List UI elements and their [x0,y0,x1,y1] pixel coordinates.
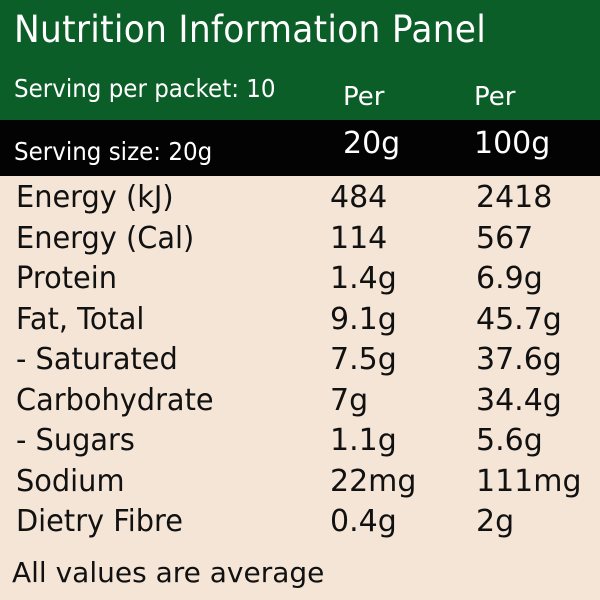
nutrient-name: Protein [16,261,117,296]
per-serving-value: 114 [330,220,388,256]
per-serving-value: 22mg [330,463,417,499]
nutrient-table: Energy (kJ) 484 2418 Energy (Cal) 114 56… [0,178,600,543]
panel-header: Nutrition Information Panel Serving per … [0,0,600,120]
column-header-per-100g-bottom: 100g [474,126,551,161]
serving-size-bar: Serving size: 20g 20g 100g [0,120,600,176]
column-header-per-serving-top: Per [343,82,385,112]
per-100g-value: 5.6g [476,423,543,458]
nutrient-name: Sodium [16,463,125,499]
panel-title: Nutrition Information Panel [14,8,487,51]
nutrient-name: Carbohydrate [16,382,214,418]
per-100g-value: 34.4g [476,382,562,418]
per-serving-value: 7g [330,382,369,418]
nutrient-name: Energy (Cal) [16,220,195,256]
per-100g-value: 567 [476,220,534,256]
table-row: - Saturated 7.5g 37.6g [0,340,600,381]
serving-size: Serving size: 20g [14,137,213,166]
per-serving-value: 7.5g [330,342,397,377]
per-100g-value: 2418 [476,180,553,215]
footer-note: All values are average [12,556,325,589]
nutrient-name: Fat, Total [16,301,145,337]
table-row: Fat, Total 9.1g 45.7g [0,300,600,341]
per-100g-value: 37.6g [476,342,562,377]
per-serving-value: 1.4g [330,261,397,296]
per-100g-value: 2g [476,504,515,539]
per-serving-value: 1.1g [330,423,397,458]
per-serving-value: 0.4g [330,504,397,539]
nutrient-name: Energy (kJ) [16,180,174,215]
per-100g-value: 6.9g [476,261,543,296]
per-serving-value: 484 [330,180,388,215]
per-serving-value: 9.1g [330,301,397,337]
table-row: Protein 1.4g 6.9g [0,259,600,300]
table-row: Sodium 22mg 111mg [0,462,600,503]
table-row: - Sugars 1.1g 5.6g [0,421,600,462]
per-100g-value: 45.7g [476,301,562,337]
nutrient-name: - Saturated [16,342,178,377]
servings-per-packet: Serving per packet: 10 [14,74,276,103]
table-row: Energy (Cal) 114 567 [0,219,600,260]
table-row: Dietry Fibre 0.4g 2g [0,502,600,543]
table-row: Energy (kJ) 484 2418 [0,178,600,219]
column-header-per-100g-top: Per [474,82,516,112]
nutrient-name: Dietry Fibre [16,504,183,539]
table-row: Carbohydrate 7g 34.4g [0,381,600,422]
nutrient-name: - Sugars [16,423,135,458]
column-header-per-serving-bottom: 20g [343,126,401,161]
per-100g-value: 111mg [476,463,582,499]
